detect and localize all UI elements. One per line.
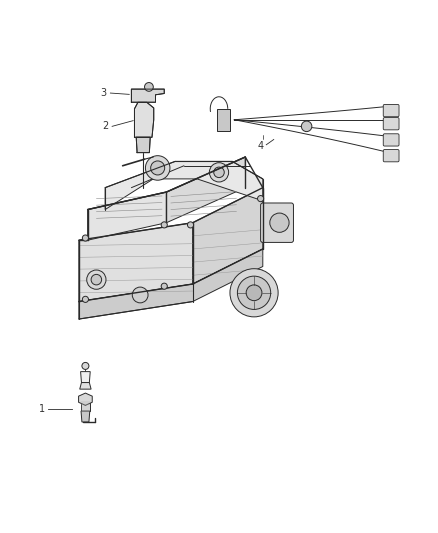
Polygon shape	[81, 399, 90, 411]
Circle shape	[161, 222, 167, 228]
Circle shape	[187, 222, 194, 228]
Polygon shape	[78, 393, 92, 405]
Circle shape	[237, 276, 271, 310]
Circle shape	[246, 285, 262, 301]
Circle shape	[82, 235, 88, 241]
Text: 1: 1	[39, 404, 45, 414]
Polygon shape	[79, 249, 263, 319]
Circle shape	[87, 270, 106, 289]
Polygon shape	[88, 192, 166, 240]
Polygon shape	[134, 102, 154, 138]
Circle shape	[91, 274, 102, 285]
Polygon shape	[80, 383, 91, 389]
Text: 4: 4	[258, 141, 264, 151]
Circle shape	[161, 283, 167, 289]
Circle shape	[145, 156, 170, 180]
Circle shape	[230, 269, 278, 317]
Circle shape	[270, 213, 289, 232]
Circle shape	[258, 196, 264, 201]
Polygon shape	[136, 138, 150, 152]
Text: 2: 2	[102, 122, 108, 131]
Polygon shape	[166, 157, 245, 223]
Polygon shape	[81, 372, 90, 383]
Polygon shape	[105, 161, 263, 209]
Polygon shape	[193, 188, 263, 284]
Circle shape	[145, 83, 153, 91]
Circle shape	[301, 121, 312, 132]
Polygon shape	[131, 89, 164, 102]
FancyBboxPatch shape	[383, 134, 399, 146]
Circle shape	[82, 362, 89, 369]
FancyBboxPatch shape	[383, 150, 399, 162]
FancyBboxPatch shape	[383, 104, 399, 117]
Polygon shape	[79, 223, 193, 302]
FancyBboxPatch shape	[261, 203, 293, 243]
Text: 3: 3	[100, 88, 106, 98]
Circle shape	[82, 296, 88, 302]
Circle shape	[132, 287, 148, 303]
Circle shape	[151, 161, 165, 175]
Polygon shape	[81, 411, 90, 422]
Circle shape	[209, 163, 229, 182]
FancyBboxPatch shape	[383, 118, 399, 130]
Polygon shape	[217, 109, 230, 131]
Circle shape	[214, 167, 224, 177]
